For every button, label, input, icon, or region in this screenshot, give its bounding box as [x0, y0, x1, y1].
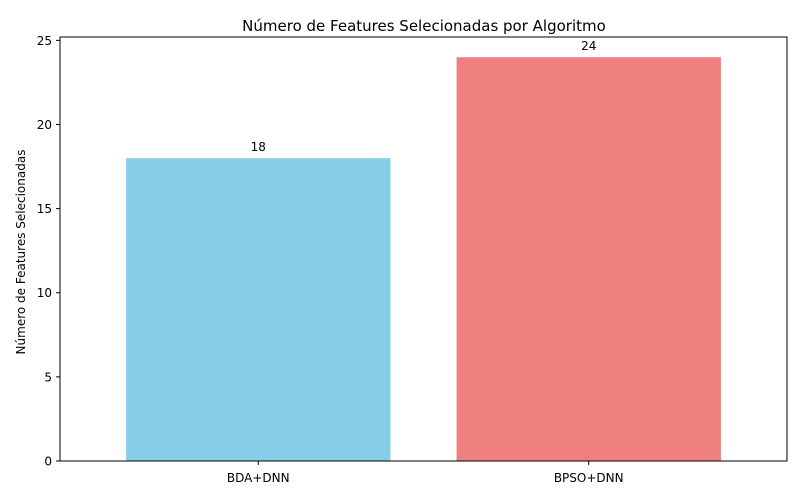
y-tick-label-4: 20: [37, 118, 52, 132]
y-axis: 0 5 10 15 20 25: [37, 34, 60, 469]
chart-title: Número de Features Selecionadas por Algo…: [242, 17, 606, 35]
bar-0: [126, 158, 391, 461]
y-axis-label: Número de Features Selecionadas: [14, 150, 28, 355]
y-tick-label-2: 10: [37, 286, 52, 300]
y-tick-label-1: 5: [44, 370, 52, 384]
value-label-1: 24: [581, 39, 596, 53]
value-label-0: 18: [251, 140, 266, 154]
x-axis: BDA+DNN BPSO+DNN: [227, 461, 624, 485]
x-tick-label-0: BDA+DNN: [227, 471, 290, 485]
bar-1: [456, 57, 721, 461]
y-tick-label-3: 15: [37, 202, 52, 216]
x-tick-label-1: BPSO+DNN: [554, 471, 624, 485]
y-tick-label-5: 25: [37, 34, 52, 48]
bars: [126, 57, 721, 461]
y-tick-label-0: 0: [44, 455, 52, 469]
plot-frame: [59, 36, 788, 462]
